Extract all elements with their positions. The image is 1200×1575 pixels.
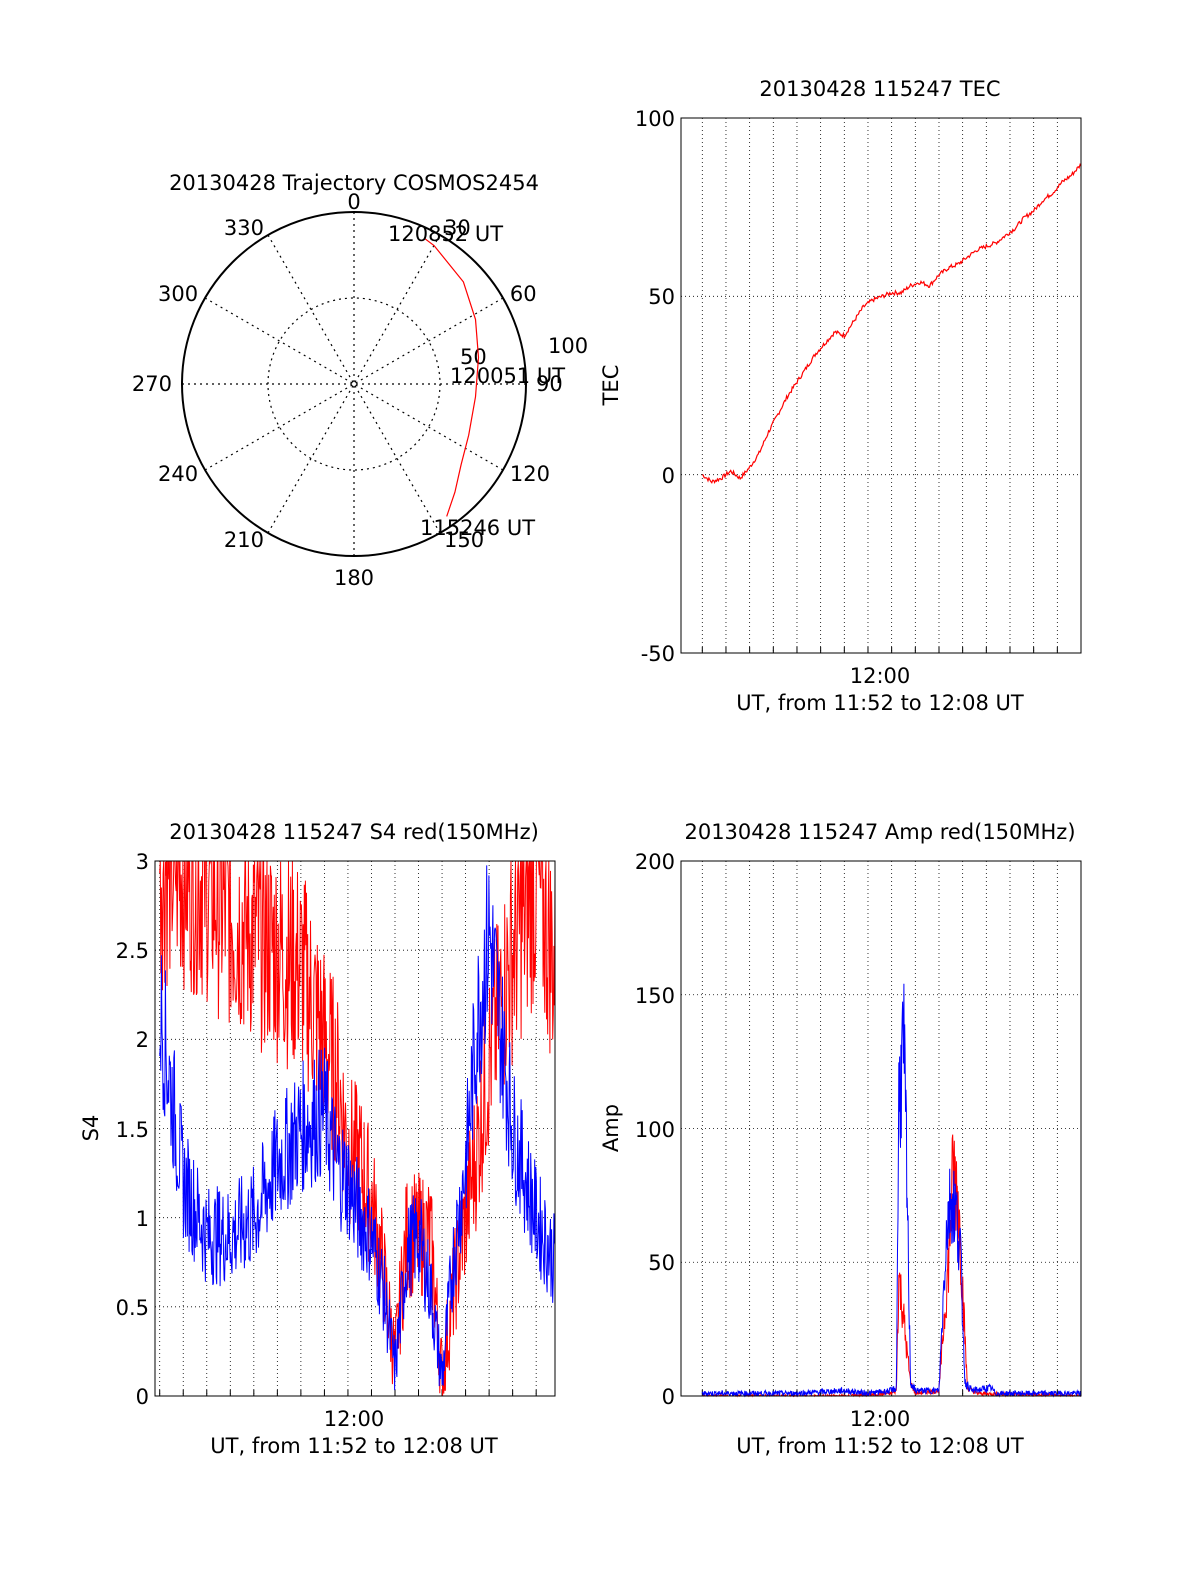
polar-trajectory-line (424, 238, 480, 517)
polar-azimuth-label-330: 330 (224, 216, 264, 240)
polar-radial-label-100: 100 (548, 334, 588, 358)
amp-title: 20130428 115247 Amp red(150MHz) (684, 820, 1075, 844)
tec-chart: 20130428 115247 TEC 100 50 0 -50 12:00 U… (599, 77, 1082, 715)
polar-azimuth-label-240: 240 (158, 462, 198, 486)
polar-azimuth-label-180: 180 (334, 566, 374, 590)
tec-gridlines (681, 117, 1082, 654)
polar-azimuth-label-120: 120 (510, 462, 550, 486)
s4-title: 20130428 115247 S4 red(150MHz) (169, 820, 539, 844)
tec-ytick-neg50: -50 (641, 642, 675, 666)
polar-azimuth-label-0: 0 (347, 190, 360, 214)
polar-azimuth-label-300: 300 (158, 282, 198, 306)
s4-ylabel: S4 (79, 1115, 103, 1142)
s4-blue-series-line (159, 865, 556, 1391)
amp-ytick-150: 150 (635, 984, 675, 1008)
amp-ytick-200: 200 (635, 850, 675, 874)
polar-azimuth-label-60: 60 (510, 282, 537, 306)
s4-xlabel: UT, from 11:52 to 12:08 UT (210, 1434, 498, 1458)
polar-azimuth-label-210: 210 (224, 528, 264, 552)
polar-radial-label-50: 50 (460, 345, 487, 369)
amp-plot-frame (680, 860, 1082, 1397)
s4-plot-frame (154, 860, 556, 1397)
polar-azimuth-label-30: 30 (444, 216, 471, 240)
s4-ytick-1.5: 1.5 (116, 1118, 149, 1142)
s4-ytick-0: 0 (136, 1385, 149, 1409)
amp-ytick-100: 100 (635, 1118, 675, 1142)
tec-plot-frame (680, 117, 1082, 654)
amp-blue-series-line (701, 983, 1082, 1398)
tec-ylabel: TEC (599, 365, 623, 407)
tec-ytick-0: 0 (662, 464, 675, 488)
s4-ytick-0.5: 0.5 (116, 1296, 149, 1320)
s4-ytick-2: 2 (136, 1028, 149, 1052)
s4-chart: 20130428 115247 S4 red(150MHz) 3 2.5 2 1… (79, 820, 556, 1458)
polar-title: 20130428 Trajectory COSMOS2454 (169, 171, 539, 195)
tec-xtick-1200: 12:00 (850, 664, 911, 688)
amp-ytick-50: 50 (648, 1251, 675, 1275)
tec-ytick-50: 50 (648, 285, 675, 309)
amp-xtick-1200: 12:00 (850, 1407, 911, 1431)
polar-trajectory-chart: 20130428 Trajectory COSMOS2454 030609012… (132, 171, 588, 590)
s4-ytick-2.5: 2.5 (116, 939, 149, 963)
polar-azimuth-label-90: 90 (536, 372, 563, 396)
amp-gridlines (681, 860, 1082, 1397)
amp-ylabel: Amp (599, 1104, 623, 1152)
polar-azimuth-label-270: 270 (132, 372, 172, 396)
polar-point-label-start: 115246 UT (420, 516, 535, 540)
polar-point-label-mid: 120051 UT (450, 364, 565, 388)
polar-azimuth-labels: 0 30 60 90 120 150 180 210 240 270 300 330 (132, 190, 563, 590)
s4-ytick-3: 3 (136, 850, 149, 874)
tec-xlabel: UT, from 11:52 to 12:08 UT (736, 691, 1024, 715)
s4-ytick-1: 1 (136, 1207, 149, 1231)
polar-azimuth-label-150: 150 (444, 528, 484, 552)
s4-xtick-1200: 12:00 (324, 1407, 385, 1431)
tec-title: 20130428 115247 TEC (759, 77, 1000, 101)
tec-series-line (702, 162, 1082, 484)
amp-xlabel: UT, from 11:52 to 12:08 UT (736, 1434, 1024, 1458)
tec-ytick-100: 100 (635, 107, 675, 131)
amp-ytick-0: 0 (662, 1385, 675, 1409)
amp-chart: 20130428 115247 Amp red(150MHz) 200 150 … (599, 820, 1082, 1458)
polar-point-label-end: 120852 UT (388, 222, 503, 246)
